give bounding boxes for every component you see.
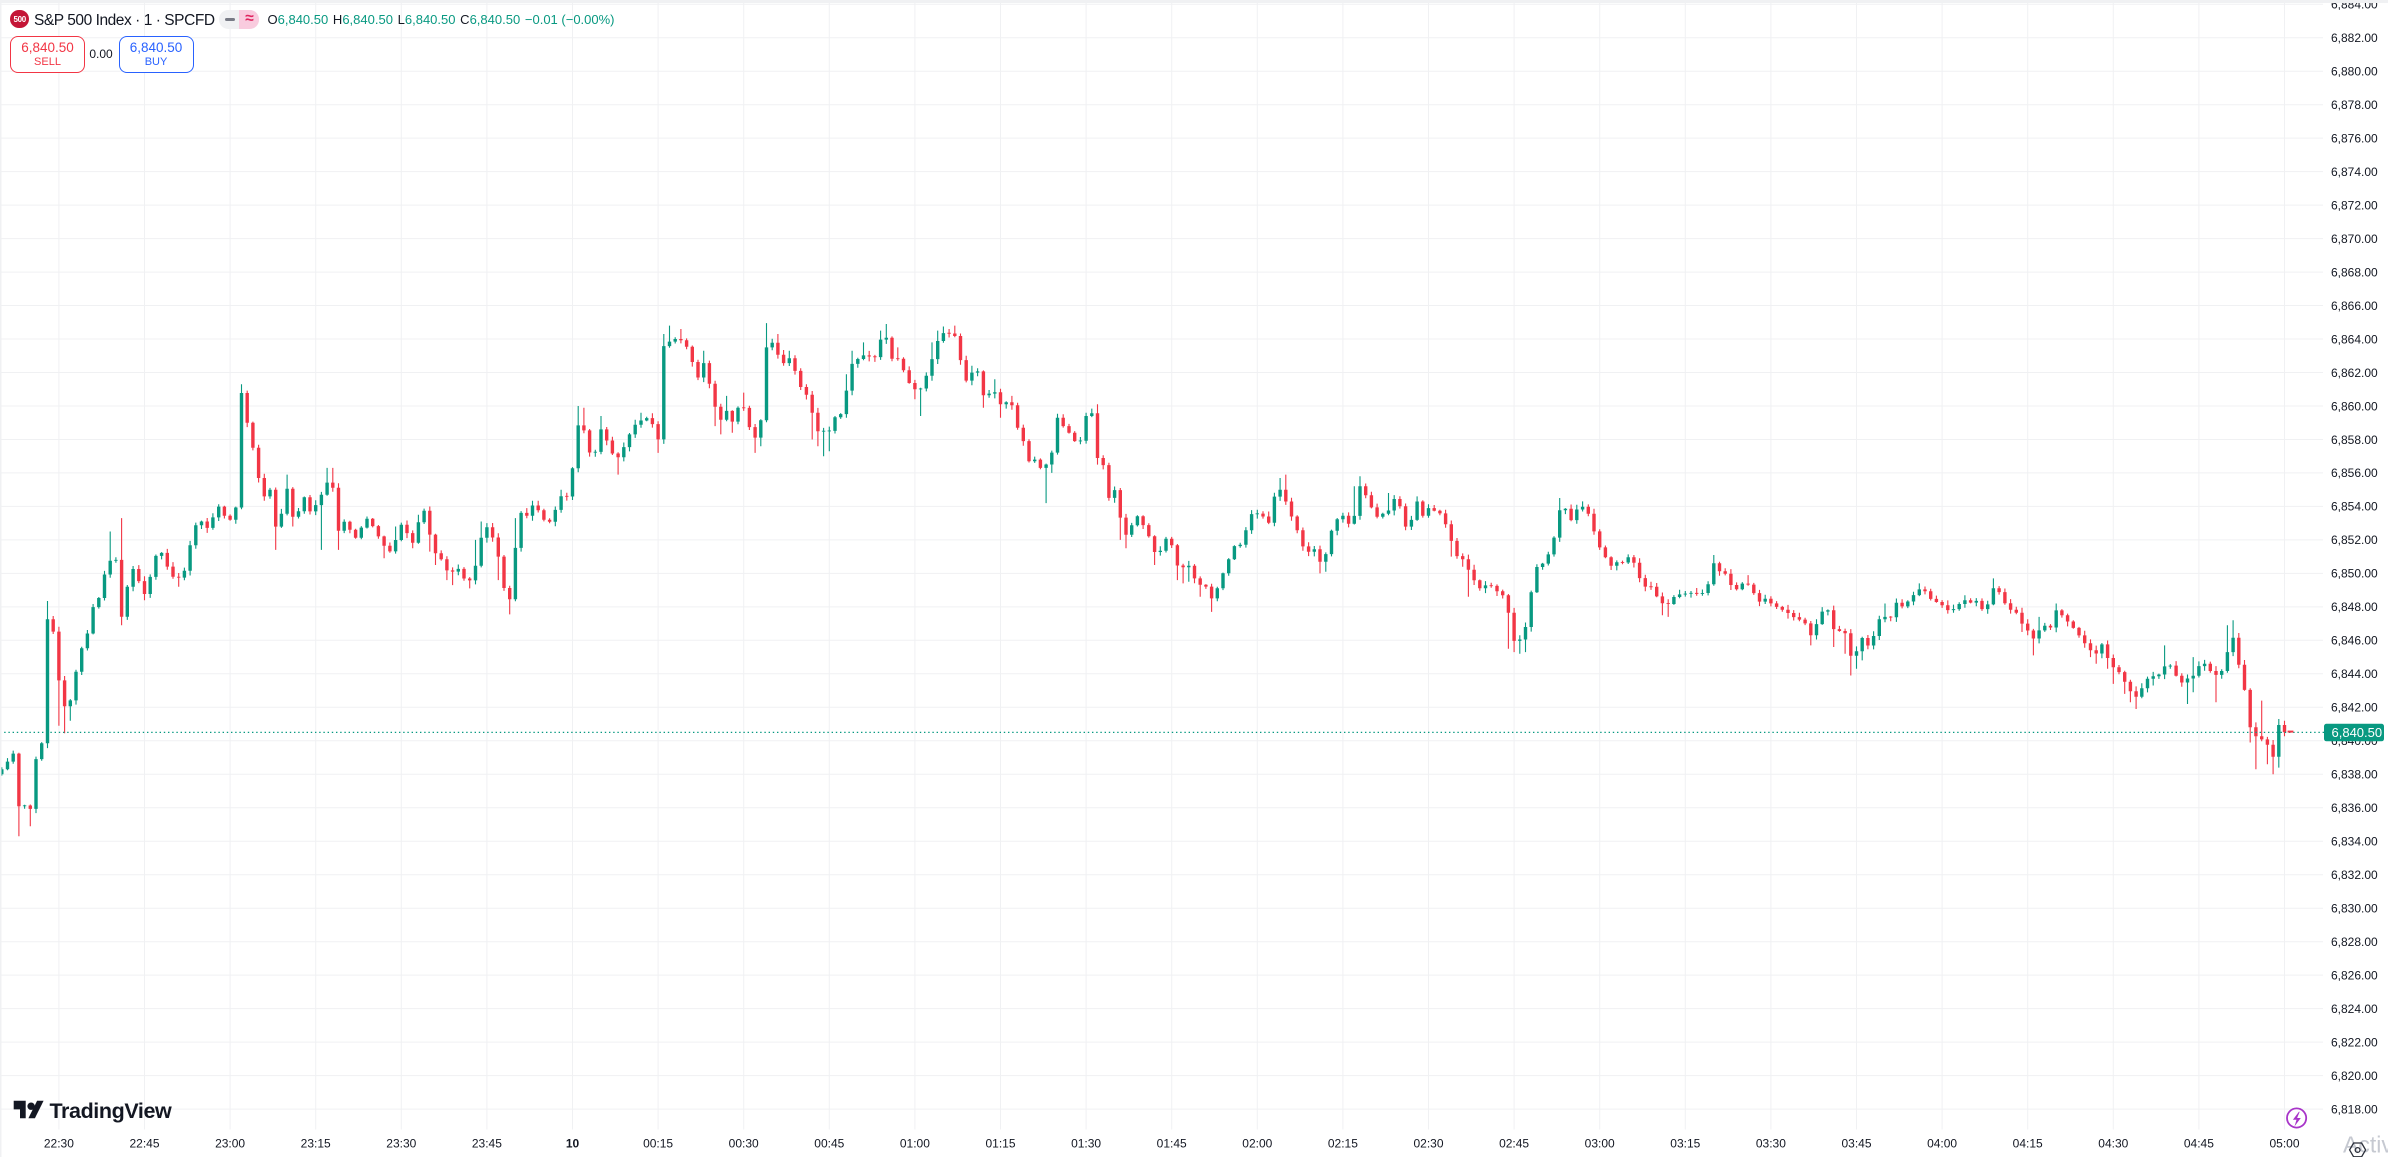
svg-text:6,866.00: 6,866.00 bbox=[2331, 299, 2378, 313]
svg-text:6,864.00: 6,864.00 bbox=[2331, 332, 2378, 346]
svg-text:6,856.00: 6,856.00 bbox=[2331, 466, 2378, 480]
svg-text:6,830.00: 6,830.00 bbox=[2331, 902, 2378, 916]
svg-text:6,842.00: 6,842.00 bbox=[2331, 701, 2378, 715]
svg-text:02:30: 02:30 bbox=[1413, 1137, 1443, 1151]
svg-text:6,882.00: 6,882.00 bbox=[2331, 31, 2378, 45]
svg-text:6,834.00: 6,834.00 bbox=[2331, 835, 2378, 849]
svg-text:6,860.00: 6,860.00 bbox=[2331, 399, 2378, 413]
svg-text:03:15: 03:15 bbox=[1670, 1137, 1700, 1151]
svg-text:6,858.00: 6,858.00 bbox=[2331, 433, 2378, 447]
svg-text:04:15: 04:15 bbox=[2013, 1137, 2043, 1151]
svg-text:6,826.00: 6,826.00 bbox=[2331, 968, 2378, 982]
svg-text:6,868.00: 6,868.00 bbox=[2331, 265, 2378, 279]
svg-text:6,846.00: 6,846.00 bbox=[2331, 634, 2378, 648]
svg-text:00:45: 00:45 bbox=[814, 1137, 844, 1151]
svg-text:6,852.00: 6,852.00 bbox=[2331, 533, 2378, 547]
svg-text:23:45: 23:45 bbox=[472, 1137, 502, 1151]
svg-text:6,872.00: 6,872.00 bbox=[2331, 198, 2378, 212]
svg-text:04:00: 04:00 bbox=[1927, 1137, 1957, 1151]
svg-text:00:15: 00:15 bbox=[643, 1137, 673, 1151]
svg-text:Activ: Activ bbox=[2343, 1132, 2388, 1157]
svg-text:23:30: 23:30 bbox=[386, 1137, 416, 1151]
svg-text:6,838.00: 6,838.00 bbox=[2331, 768, 2378, 782]
svg-text:6,870.00: 6,870.00 bbox=[2331, 232, 2378, 246]
svg-text:22:45: 22:45 bbox=[129, 1137, 159, 1151]
svg-text:01:15: 01:15 bbox=[985, 1137, 1015, 1151]
svg-text:03:30: 03:30 bbox=[1756, 1137, 1786, 1151]
svg-text:6,844.00: 6,844.00 bbox=[2331, 667, 2378, 681]
svg-text:6,876.00: 6,876.00 bbox=[2331, 131, 2378, 145]
svg-text:6,878.00: 6,878.00 bbox=[2331, 98, 2378, 112]
svg-text:22:30: 22:30 bbox=[44, 1137, 74, 1151]
svg-text:6,880.00: 6,880.00 bbox=[2331, 65, 2378, 79]
svg-text:05:00: 05:00 bbox=[2269, 1137, 2299, 1151]
svg-text:00:30: 00:30 bbox=[729, 1137, 759, 1151]
svg-text:01:00: 01:00 bbox=[900, 1137, 930, 1151]
svg-text:03:00: 03:00 bbox=[1585, 1137, 1615, 1151]
svg-text:6,818.00: 6,818.00 bbox=[2331, 1102, 2378, 1116]
svg-text:01:45: 01:45 bbox=[1157, 1137, 1187, 1151]
svg-text:6,822.00: 6,822.00 bbox=[2331, 1035, 2378, 1049]
svg-text:02:45: 02:45 bbox=[1499, 1137, 1529, 1151]
svg-text:6,874.00: 6,874.00 bbox=[2331, 165, 2378, 179]
svg-text:04:30: 04:30 bbox=[2098, 1137, 2128, 1151]
svg-text:02:00: 02:00 bbox=[1242, 1137, 1272, 1151]
svg-text:6,854.00: 6,854.00 bbox=[2331, 500, 2378, 514]
svg-text:02:15: 02:15 bbox=[1328, 1137, 1358, 1151]
svg-text:6,848.00: 6,848.00 bbox=[2331, 600, 2378, 614]
svg-text:23:15: 23:15 bbox=[301, 1137, 331, 1151]
svg-text:03:45: 03:45 bbox=[1841, 1137, 1871, 1151]
svg-text:6,832.00: 6,832.00 bbox=[2331, 868, 2378, 882]
svg-text:6,836.00: 6,836.00 bbox=[2331, 801, 2378, 815]
svg-text:6,824.00: 6,824.00 bbox=[2331, 1002, 2378, 1016]
svg-text:6,862.00: 6,862.00 bbox=[2331, 366, 2378, 380]
svg-text:10: 10 bbox=[566, 1137, 580, 1151]
svg-text:01:30: 01:30 bbox=[1071, 1137, 1101, 1151]
svg-text:6,820.00: 6,820.00 bbox=[2331, 1069, 2378, 1083]
svg-text:6,840.50: 6,840.50 bbox=[2332, 725, 2383, 740]
svg-text:TradingView: TradingView bbox=[50, 1099, 173, 1123]
svg-text:04:45: 04:45 bbox=[2184, 1137, 2214, 1151]
svg-text:23:00: 23:00 bbox=[215, 1137, 245, 1151]
svg-text:6,828.00: 6,828.00 bbox=[2331, 935, 2378, 949]
svg-text:6,884.00: 6,884.00 bbox=[2331, 0, 2378, 12]
svg-text:6,850.00: 6,850.00 bbox=[2331, 567, 2378, 581]
